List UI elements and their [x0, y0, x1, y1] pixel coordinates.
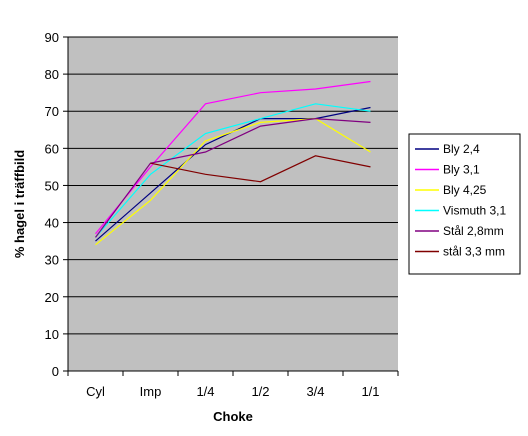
legend-box	[408, 133, 521, 275]
y-tick-label: 20	[45, 290, 59, 305]
x-tick-label: Imp	[140, 384, 162, 399]
y-tick-label: 10	[45, 327, 59, 342]
x-axis-title: Choke	[213, 409, 253, 424]
x-tick-label: Cyl	[86, 384, 105, 399]
legend-label: Bly 4,25	[443, 183, 487, 197]
series-lines	[95, 80, 371, 246]
y-axis-ticks: 0 10 20 30 40 50 60 70 80 90	[45, 30, 68, 379]
y-tick-label: 40	[45, 216, 59, 231]
series-line	[150, 155, 371, 183]
y-tick-label: 0	[52, 364, 59, 379]
x-tick-label: 3/4	[306, 384, 324, 399]
legend-label: Bly 2,4	[443, 142, 480, 156]
x-axis-ticks: Cyl Imp 1/4 1/2 3/4 1/1	[67, 371, 399, 399]
legend: Bly 2,4 Bly 3,1 Bly 4,25 Vismuth 3,1 Stål 2,…	[408, 133, 521, 275]
legend-label: Stål 2,8mm	[443, 224, 504, 238]
series-line	[95, 80, 371, 235]
legend-label: Bly 3,1	[443, 163, 480, 177]
series-line	[95, 117, 371, 246]
y-tick-label: 60	[45, 141, 59, 156]
y-tick-label: 70	[45, 104, 59, 119]
x-tick-label: 1/1	[361, 384, 379, 399]
legend-label: stål 3,3 mm	[443, 245, 505, 259]
y-tick-label: 30	[45, 253, 59, 268]
series-line	[95, 117, 371, 238]
x-tick-label: 1/2	[251, 384, 269, 399]
y-tick-label: 90	[45, 30, 59, 45]
y-tick-label: 80	[45, 67, 59, 82]
series-line	[95, 103, 371, 238]
y-axis-title: % hagel i träffbild	[12, 150, 27, 258]
y-tick-label: 50	[45, 178, 59, 193]
x-tick-label: 1/4	[196, 384, 214, 399]
plot-area	[68, 37, 398, 371]
legend-label: Vismuth 3,1	[443, 204, 506, 218]
